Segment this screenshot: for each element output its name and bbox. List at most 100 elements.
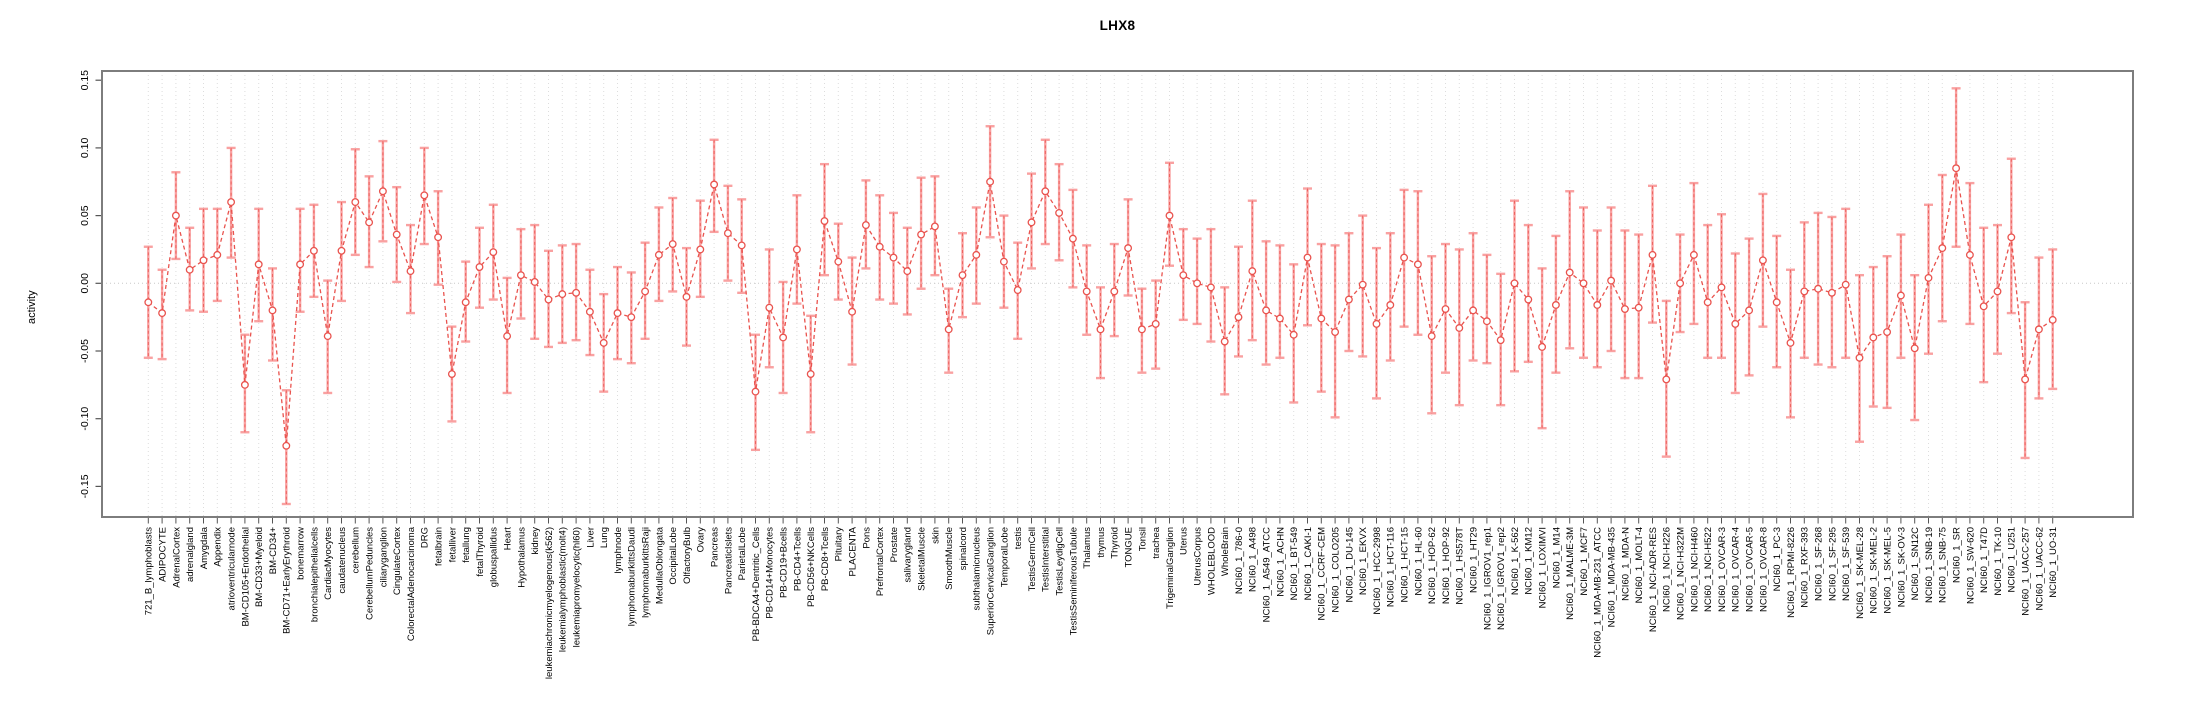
data-point — [986, 177, 995, 186]
data-point — [2021, 375, 2030, 384]
x-tick-label: NCI60_1_HOP-92 — [1441, 527, 1452, 604]
data-point — [1772, 298, 1781, 307]
x-tick-label: NCI60_1_M14 — [1551, 527, 1562, 588]
data-point — [185, 265, 194, 274]
data-point — [1110, 287, 1119, 296]
x-tick-label: cerebellum — [351, 527, 362, 574]
x-tick-label: Thyroid — [1110, 527, 1121, 559]
data-point — [1303, 253, 1312, 262]
x-tick-label: NCI60_1_MDA-MB-435 — [1607, 527, 1618, 627]
data-point — [1952, 164, 1961, 173]
data-point — [1206, 283, 1215, 292]
data-point — [1938, 244, 1947, 253]
data-point — [972, 250, 981, 259]
data-point — [434, 233, 443, 242]
data-point — [530, 277, 539, 286]
data-point — [999, 257, 1008, 266]
data-point — [1662, 375, 1671, 384]
x-tick-label: OlfactoryBulb — [682, 527, 693, 584]
data-point — [1579, 279, 1588, 288]
x-tick-label: NCI60_1_SNB-19 — [1924, 527, 1935, 603]
data-point — [309, 246, 318, 255]
x-tick-label: salivarygland — [903, 527, 914, 582]
x-tick-label: NCI60_1_OVCAR-8 — [1758, 527, 1769, 612]
data-point — [1510, 279, 1519, 288]
x-tick-label: TestisSeminiferousTubule — [1068, 527, 1079, 635]
x-tick-label: spinalcord — [958, 527, 969, 570]
data-point — [572, 288, 581, 297]
data-point — [1731, 319, 1740, 328]
x-tick-label: TestisGermCell — [1027, 527, 1038, 591]
x-tick-label: NCI60_1_SF-539 — [1841, 527, 1852, 601]
data-point — [489, 248, 498, 257]
data-point — [1386, 301, 1395, 309]
data-point — [1910, 344, 1919, 353]
data-point — [1096, 325, 1105, 334]
data-point — [240, 380, 249, 389]
data-point — [1745, 306, 1754, 315]
x-tick-label: NCI60_1_RXF-393 — [1800, 527, 1811, 608]
x-tick-label: TestisInterstitial — [1041, 527, 1052, 592]
x-tick-label: NCI60_1_HS578T — [1455, 527, 1466, 605]
data-point — [1496, 336, 1505, 345]
x-tick-label: OccipitalLobe — [668, 527, 679, 585]
x-tick-label: NCI60_1_HT29 — [1469, 527, 1480, 593]
x-tick-label: NCI60_1_SNB-75 — [1938, 527, 1949, 603]
x-tick-label: NCI60_1_UO-31 — [2048, 527, 2059, 598]
data-point — [834, 257, 843, 266]
x-tick-label: NCI60_1_UACC-257 — [2021, 527, 2032, 616]
data-point — [1593, 301, 1602, 309]
data-point — [282, 441, 291, 450]
x-tick-label: NCI60_1_BT-549 — [1289, 527, 1300, 600]
data-point — [558, 290, 567, 299]
data-point — [737, 241, 746, 250]
x-tick-label: NCI60_1_A549_ATCC — [1262, 527, 1273, 623]
x-tick-label: Pituitary — [834, 527, 845, 562]
plot-border — [101, 70, 2134, 518]
data-point — [171, 211, 180, 220]
x-tick-label: NCI60_1_A498 — [1248, 527, 1259, 592]
data-point — [944, 325, 953, 334]
chart-title: LHX8 — [1099, 18, 1136, 33]
x-tick-label: NCI60_1_NCI-H460 — [1689, 527, 1700, 612]
data-point — [1689, 250, 1698, 259]
data-point — [1924, 273, 1933, 282]
data-point — [1124, 244, 1133, 253]
x-tick-label: PrefrontalCortex — [875, 527, 886, 596]
x-tick-label: skin — [930, 527, 941, 544]
x-tick-label: MedullaOblongata — [654, 526, 665, 604]
x-tick-label: NCI60_1_IGROV1_rep2 — [1496, 527, 1507, 630]
x-tick-label: NCI60_1_IGROV1_rep1 — [1482, 527, 1493, 630]
data-point — [682, 292, 691, 301]
data-point — [875, 242, 884, 251]
x-tick-label: WHOLEBLOOD — [1206, 527, 1217, 595]
x-tick-label: NCI60_1_786-0 — [1234, 527, 1245, 594]
x-tick-label: NCI60_1_HCC-2998 — [1372, 527, 1383, 615]
x-tick-label: WholeBrain — [1220, 527, 1231, 576]
x-tick-label: NCI60_1_RPMI-8226 — [1786, 527, 1797, 618]
data-point — [806, 370, 815, 378]
x-tick-label: NCI60_1_SN12C — [1910, 527, 1921, 601]
data-point — [2034, 325, 2043, 334]
data-point — [1676, 279, 1685, 288]
data-point — [1482, 317, 1491, 326]
x-tick-label: NCI60_1_PC-3 — [1772, 527, 1783, 591]
x-tick-label: NCI60_1_EKVX — [1358, 526, 1369, 595]
x-tick-label: NCI60_1_TK-10 — [1993, 527, 2004, 596]
x-tick-label: leukemiapromyelocytic(hl60) — [572, 527, 583, 647]
data-point — [613, 309, 622, 318]
y-tick-label: 0.00 — [79, 273, 91, 294]
x-tick-label: SmoothMuscle — [944, 527, 955, 590]
x-tick-label: Pons — [861, 527, 872, 549]
x-tick-label: lymphnode — [613, 527, 624, 573]
data-point — [585, 307, 594, 316]
data-point — [296, 260, 305, 269]
x-tick-label: NCI60_1_NCI-ADR-RES — [1648, 527, 1659, 632]
x-tick-label: BM-CD71+EarlyErythroid — [282, 527, 293, 634]
x-tick-label: Lung — [599, 527, 610, 548]
x-tick-label: NCI60_1_MDA-MB-231_ATCC — [1593, 527, 1604, 658]
x-tick-label: NCI60_1_ACHN — [1275, 527, 1286, 597]
data-point — [1634, 303, 1643, 312]
x-tick-label: UterusCorpus — [1193, 527, 1204, 586]
x-tick-label: ADIPOCYTE — [158, 527, 169, 582]
